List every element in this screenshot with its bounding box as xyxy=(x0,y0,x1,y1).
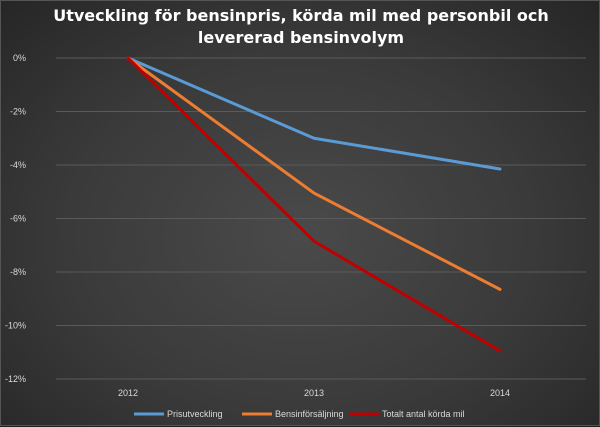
y-tick-label: -8% xyxy=(10,267,26,277)
y-tick-label: -2% xyxy=(10,107,26,117)
legend-label: Prisutveckling xyxy=(167,409,223,419)
chart-title-line-1: Utveckling för bensinpris, körda mil med… xyxy=(53,6,549,25)
y-tick-label: -12% xyxy=(5,374,26,384)
y-axis-labels: 0% -2% -4% -6% -8% -10% -12% xyxy=(5,53,26,384)
x-axis-labels: 2012 2013 2014 xyxy=(118,388,510,398)
legend: Prisutveckling Bensinförsäljning Totalt an… xyxy=(134,409,465,419)
x-tick-label: 2013 xyxy=(304,388,324,398)
series-line xyxy=(126,56,502,291)
y-tick-label: 0% xyxy=(13,53,26,63)
chart-title-line-2: levererad bensinvolym xyxy=(197,28,405,47)
series-line xyxy=(126,56,502,171)
gridlines xyxy=(56,57,586,380)
y-tick-label: -10% xyxy=(5,321,26,331)
y-tick-label: -4% xyxy=(10,160,26,170)
series-line xyxy=(126,56,502,353)
y-tick-label: -6% xyxy=(10,214,26,224)
x-tick-label: 2014 xyxy=(490,388,510,398)
legend-label: Totalt antal körda mil xyxy=(382,409,465,419)
legend-label: Bensinförsäljning xyxy=(275,409,344,419)
series-lines xyxy=(126,56,502,353)
chart-title: Utveckling för bensinpris, körda mil med… xyxy=(1,5,600,49)
x-tick-label: 2012 xyxy=(118,388,138,398)
